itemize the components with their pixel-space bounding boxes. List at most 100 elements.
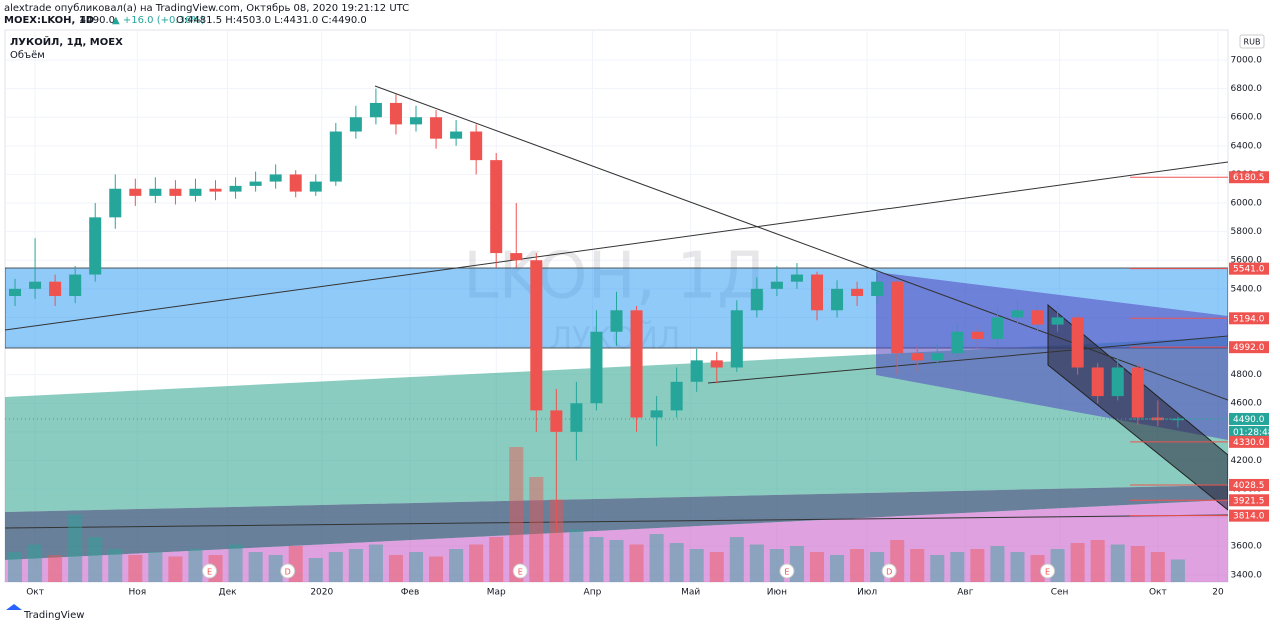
y-tick-label: 5800.0 [1231,227,1263,237]
volume-bar [469,544,484,582]
volume-bar [449,549,464,582]
volume-bar [368,544,383,582]
volume-bar [769,549,784,582]
candle-body [991,317,1004,339]
volume-bar [168,556,183,582]
brand-logo [6,604,22,610]
brand[interactable]: TradingView [23,610,84,621]
candle-body [831,288,844,311]
x-tick-label: Дек [219,588,238,598]
candle-body [69,274,82,296]
volume-bar [749,544,764,582]
candle-body [470,131,483,161]
volume-bar [1150,552,1165,582]
volume-bar [1070,543,1085,582]
candle-body [1011,310,1024,318]
x-tick-label: Июл [857,588,877,598]
volume-bar [308,558,323,582]
event-label: E [784,568,789,577]
candle-body [309,181,322,192]
candle-body [369,102,382,118]
currency-box[interactable] [1239,34,1265,49]
volume-bar [68,514,83,582]
event-marker [512,563,528,579]
volume-bar [589,537,604,582]
currency[interactable]: RUB [1244,38,1261,47]
candle-body [169,188,182,196]
x-tick-label: Окт [26,588,44,598]
event-label: E [207,568,212,577]
candle-body [650,410,663,418]
candle-body [29,281,42,289]
candle-body [610,310,623,332]
candle-body [570,403,583,432]
volume-bar [689,549,704,582]
price-label: 3814.0 [1233,512,1265,522]
x-tick-label: Май [681,588,700,598]
candle-body [209,188,222,192]
x-tick-label: Июн [767,588,787,598]
candle-body [269,174,282,182]
x-tick-label: Авг [957,588,973,598]
trend-line [5,161,1228,331]
volume-bar [930,555,945,582]
candle-body [971,331,984,339]
candle-body [229,185,242,192]
volume-bar [870,552,885,582]
candle-body [730,310,743,368]
ohlc: O:4481.5 H:4503.0 L:4431.0 C:4490.0 [176,15,367,26]
volume-bar [850,549,865,582]
volume-bar [709,552,724,582]
event-marker [881,563,897,579]
volume-bar [148,552,163,582]
price-label: 6180.5 [1233,173,1265,183]
price-label: 5194.0 [1233,314,1265,324]
y-tick-label: 6800.0 [1231,84,1263,94]
volume-bar [328,552,343,582]
volume-label: Объём [10,50,45,61]
x-tick-label: 2020 [310,588,333,598]
price-label: 4490.0 [1233,415,1265,425]
volume-bar [549,499,564,582]
volume-bar [348,549,363,582]
volume-bar [629,544,644,582]
candle-body [1031,310,1044,325]
candle-body [891,281,904,354]
countdown-box [1229,425,1269,438]
volume-bar [1110,544,1125,582]
volume-bar [429,556,444,582]
candle-body [1111,367,1124,397]
volume-bar [228,544,243,582]
volume-bar [8,552,23,582]
volume-bar [88,537,103,582]
volume-bar [569,529,584,582]
volume-bar [108,549,123,582]
volume-bar [388,555,403,582]
price-label-box [1229,494,1269,507]
candle-body [249,181,262,186]
y-tick-label: 7000.0 [1231,56,1263,66]
volume-bar [609,540,624,582]
candle-body [329,131,342,182]
volume-bar [529,477,544,582]
x-tick-label: Сен [1051,588,1069,598]
candle-body [129,188,142,196]
candle-body [951,331,964,354]
volume-bar [809,552,825,582]
y-tick-label: 3400.0 [1231,570,1263,580]
candle-body [710,360,723,368]
candle-body [931,353,944,361]
volume-bar [1050,549,1065,582]
candle-body [750,288,763,311]
candle-body [490,160,503,254]
volume-bar [669,543,684,582]
volume-bar [489,537,504,582]
volume-bar [1090,540,1105,582]
volume-bar [789,546,804,582]
candle-body [810,274,824,311]
candle-body [450,131,463,139]
candle-body [1051,317,1064,325]
price-label: 4028.5 [1233,481,1265,491]
candle-body [851,288,864,296]
